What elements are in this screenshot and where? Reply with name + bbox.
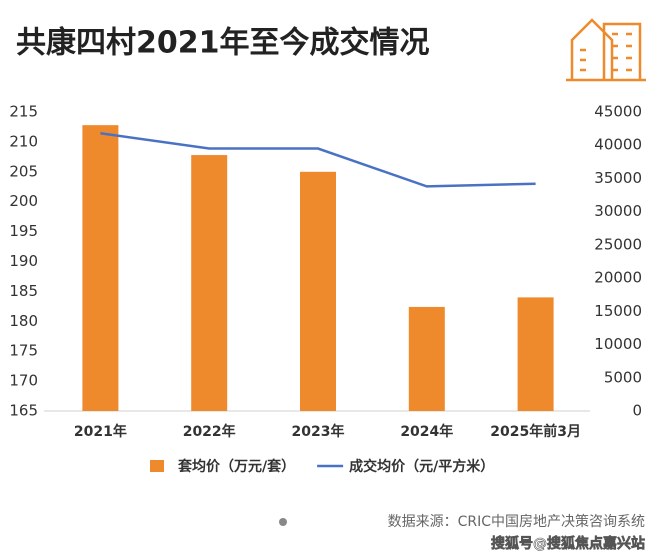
bar <box>191 155 228 411</box>
bar <box>517 297 554 411</box>
y-tick-label: 165 <box>9 402 38 420</box>
y-tick-label: 170 <box>9 372 38 390</box>
x-tick-label: 2021年 <box>74 423 127 440</box>
y2-tick-label: 0 <box>632 402 642 420</box>
legend-swatch <box>150 460 164 472</box>
y2-tick-label: 25000 <box>594 235 642 253</box>
bar <box>408 306 445 411</box>
line <box>100 132 536 188</box>
y-tick-label: 175 <box>9 342 38 360</box>
y-tick-label: 200 <box>9 192 38 210</box>
y2-tick-label: 30000 <box>594 202 642 220</box>
y-tick-label: 195 <box>9 222 38 240</box>
y-tick-label: 180 <box>9 312 38 330</box>
source-dot <box>279 518 287 526</box>
x-tick-label: 2024年 <box>400 423 453 440</box>
y2-tick-label: 10000 <box>594 335 642 353</box>
watermark: 搜狐号@搜狐焦点嘉兴站 <box>491 535 645 552</box>
y-tick-label: 210 <box>9 132 38 150</box>
source-note: 数据来源：CRIC中国房地产决策咨询系统 <box>388 513 645 530</box>
x-tick-label: 2022年 <box>183 423 236 440</box>
x-tick-label: 2023年 <box>292 423 345 440</box>
x-tick-label: 2025年前3月 <box>490 423 581 440</box>
building-icon <box>566 18 646 82</box>
y2-tick-label: 40000 <box>594 136 642 154</box>
legend-label: 套均价（万元/套） <box>178 458 295 475</box>
bar <box>300 171 336 411</box>
bar <box>82 125 119 411</box>
y-tick-label: 185 <box>9 282 38 300</box>
y-tick-label: 215 <box>9 103 38 121</box>
y2-tick-label: 5000 <box>604 368 642 386</box>
y2-tick-label: 15000 <box>594 302 642 320</box>
y2-tick-label: 35000 <box>594 169 642 187</box>
y2-tick-label: 20000 <box>594 269 642 287</box>
y-tick-label: 205 <box>9 162 38 180</box>
chart-title: 共康四村2021年至今成交情况 <box>16 26 430 61</box>
y2-tick-label: 45000 <box>594 103 642 121</box>
y-tick-label: 190 <box>9 252 38 270</box>
legend-label: 成交均价（元/平方米） <box>349 458 494 475</box>
